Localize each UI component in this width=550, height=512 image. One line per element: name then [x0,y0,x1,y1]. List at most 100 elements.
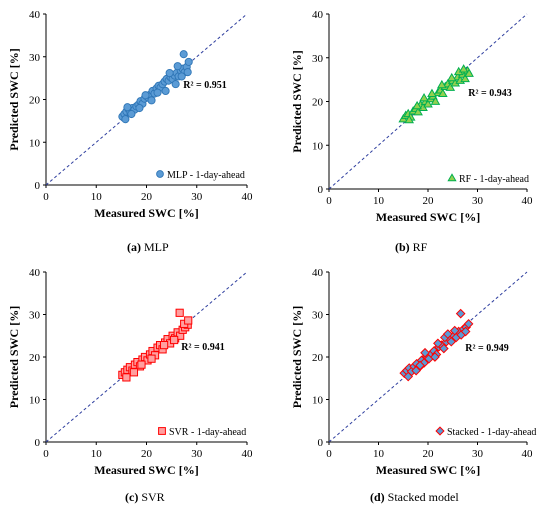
data-point [437,79,447,89]
caption-a: (a) MLP [127,240,169,255]
x-tick-label: 40 [242,448,254,460]
data-point [442,329,453,339]
r2-annotation: R² = 0.943 [468,88,511,99]
x-tick-label: 40 [522,448,534,460]
data-point [153,88,162,97]
x-tick-label: 0 [326,195,332,207]
data-point [161,86,170,95]
legend-label: RF - 1-day-ahead [459,174,529,185]
caption-b-label: (b) [395,240,410,254]
data-point [433,338,443,349]
legend-marker [447,173,457,182]
y-tick-label: 10 [29,137,41,149]
caption-b-name: RF [412,240,428,254]
x-tick-label: 20 [141,191,153,203]
data-point [171,80,180,89]
legend-marker [435,426,445,436]
data-point [147,96,156,105]
caption-d: (d) Stacked model [370,490,459,505]
caption-a-name: MLP [144,240,169,254]
caption-d-name: Stacked model [387,490,459,504]
panel-a: 0 10 20 30 40 0 10 20 30 40 Measured SWC [%] Predic… [7,9,253,220]
data-point [419,93,429,102]
data-point [423,99,433,108]
reference-line [328,271,528,443]
caption-b: (b) RF [395,240,427,255]
legend-marker [156,170,164,178]
y-tick-label: 30 [312,310,324,322]
data-point [420,347,430,358]
y-axis-title: Predicted SWC [%] [290,50,304,152]
data-point [430,352,440,362]
data-point [184,316,193,325]
data-point [460,73,470,83]
y-tick-label: 0 [318,184,324,196]
y-tick-label: 20 [312,352,324,364]
data-point [415,360,425,371]
x-tick-label: 30 [472,195,484,207]
legend-label: MLP - 1-day-ahead [167,170,245,181]
y-tick-label: 0 [35,180,41,192]
legend-label: SVR - 1-day-ahead [169,427,246,438]
x-axis-title: Measured SWC [%] [376,463,480,477]
x-tick-label: 20 [141,448,153,460]
x-tick-label: 0 [326,448,332,460]
panel-c: 0 10 20 30 40 0 10 20 30 40 Measured SWC [%] Predic… [7,267,253,477]
r2-annotation: R² = 0.941 [181,342,224,353]
y-tick-label: 40 [312,267,324,279]
data-point [177,72,186,81]
y-tick-label: 30 [312,53,324,65]
y-tick-label: 20 [29,95,41,107]
data-point [170,335,179,345]
x-tick-label: 40 [522,195,534,207]
data-point [449,325,460,336]
y-tick-label: 10 [29,395,41,407]
data-point [412,100,422,110]
data-point [183,68,192,77]
x-tick-label: 30 [191,191,203,203]
data-point [411,365,421,376]
data-point [446,72,457,82]
data-point [121,115,130,124]
y-tick-label: 40 [312,9,324,21]
data-point [165,68,174,78]
x-tick-label: 40 [242,191,254,203]
data-point [184,57,193,66]
data-point [129,368,139,377]
caption-d-label: (d) [370,490,385,504]
data-point [135,104,144,113]
data-point [430,96,441,105]
x-tick-label: 10 [373,448,385,460]
panel-d: 0 10 20 30 40 0 10 20 30 40 Measured SWC [%] Predic… [290,267,536,477]
data-point [175,308,184,317]
y-tick-label: 0 [35,437,41,449]
legend-label: Stacked - 1-day-ahead [447,427,536,438]
caption-c-label: (c) [125,490,139,504]
data-point [137,360,146,369]
x-axis-title: Measured SWC [%] [376,210,480,224]
y-tick-label: 20 [312,97,324,109]
data-point [127,109,136,119]
data-point [141,91,150,100]
y-tick-label: 20 [29,352,41,364]
x-tick-label: 10 [373,195,385,207]
caption-c: (c) SVR [125,490,165,505]
data-point [427,88,437,98]
x-tick-label: 30 [472,448,484,460]
legend-marker [158,427,166,435]
data-point [455,308,466,319]
data-point [147,354,156,363]
data-point [123,103,132,112]
data-point [173,62,182,71]
y-tick-label: 40 [29,9,41,21]
x-tick-label: 10 [91,448,103,460]
r2-annotation: R² = 0.949 [465,343,508,354]
y-tick-label: 10 [312,395,324,407]
x-tick-label: 30 [191,448,203,460]
y-tick-label: 40 [29,267,41,279]
y-tick-label: 30 [29,310,41,322]
x-tick-label: 0 [43,448,49,460]
data-point [159,341,169,350]
